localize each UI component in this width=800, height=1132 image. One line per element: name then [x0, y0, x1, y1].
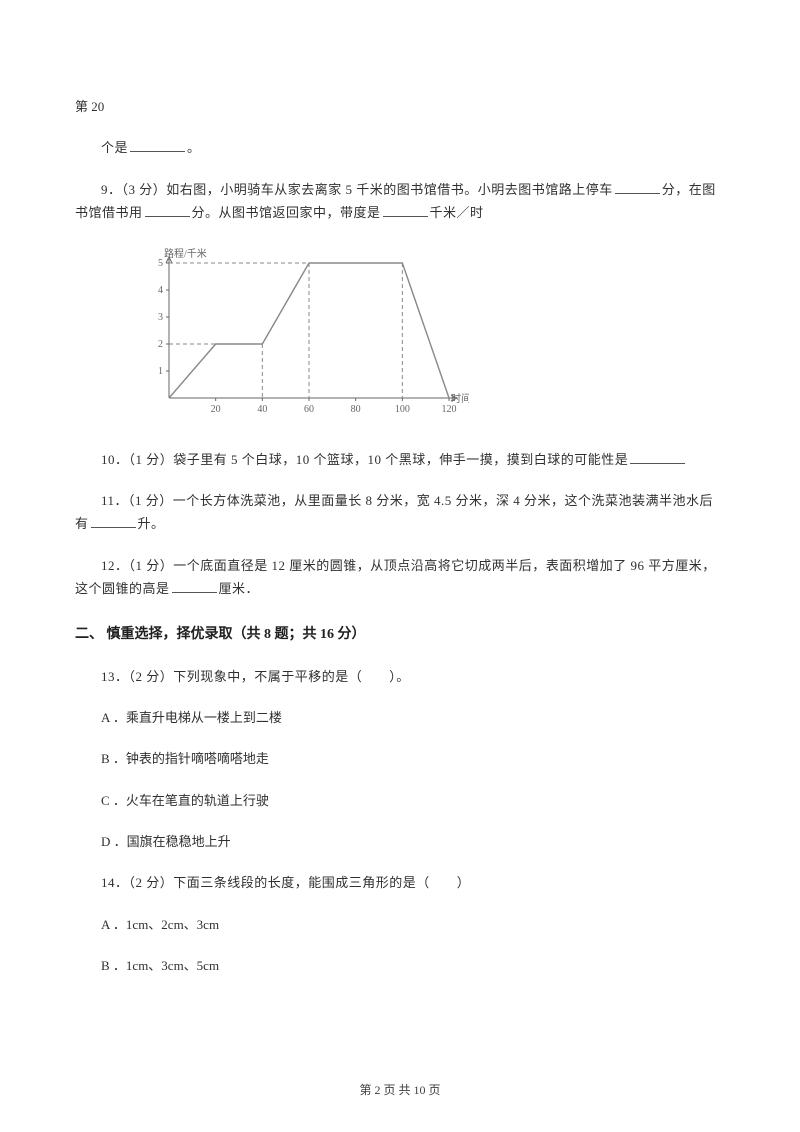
q12-part2: 厘米．	[219, 581, 260, 596]
q13-option-b[interactable]: B ．钟表的指针嘀嗒嘀嗒地走	[75, 747, 725, 770]
chart-svg: 路程/千米时间/分1234520406080100120	[129, 243, 469, 423]
q8-blank[interactable]	[130, 138, 185, 152]
q13-option-a[interactable]: A ．乘直升电梯从一楼上到二楼	[75, 706, 725, 729]
svg-text:80: 80	[351, 404, 361, 415]
q13-stem: 13．（2 分）下列现象中，不属于平移的是（ ）。	[75, 665, 725, 688]
q10-part1: 10．（1 分）袋子里有 5 个白球，10 个篮球，10 个黑球，伸手一摸，摸到…	[101, 452, 628, 467]
q9-part1: 9．（3 分）如右图，小明骑车从家去离家 5 千米的图书馆借书。小明去图书馆路上…	[101, 182, 613, 197]
svg-text:60: 60	[304, 404, 314, 415]
q9-part3: 分。从图书馆返回家中，带度是	[192, 205, 381, 220]
svg-text:20: 20	[211, 404, 221, 415]
svg-text:4: 4	[158, 285, 163, 296]
q14-option-b[interactable]: B ．1cm、3cm、5cm	[75, 954, 725, 977]
svg-text:1: 1	[158, 366, 163, 377]
q13-option-c[interactable]: C ．火车在笔直的轨道上行驶	[75, 789, 725, 812]
q11: 11．（1 分）一个长方体洗菜池，从里面量长 8 分米，宽 4.5 分米，深 4…	[75, 489, 725, 536]
svg-text:3: 3	[158, 312, 163, 323]
page-footer: 第 2 页 共 10 页	[0, 1081, 800, 1098]
svg-text:100: 100	[395, 404, 410, 415]
q10-blank[interactable]	[630, 450, 685, 464]
q9-blank3[interactable]	[383, 203, 428, 217]
q9: 9．（3 分）如右图，小明骑车从家去离家 5 千米的图书馆借书。小明去图书馆路上…	[75, 178, 725, 225]
q8-cont-text: 个是	[101, 140, 128, 155]
svg-text:路程/千米: 路程/千米	[164, 247, 207, 260]
svg-text:2: 2	[158, 339, 163, 350]
svg-text:5: 5	[158, 258, 163, 269]
q12-blank[interactable]	[172, 579, 217, 593]
q14-option-a[interactable]: A ．1cm、2cm、3cm	[75, 913, 725, 936]
q14-stem: 14．（2 分）下面三条线段的长度，能围成三角形的是（ ）	[75, 871, 725, 894]
q11-part1: 11．（1 分）一个长方体洗菜池，从里面量长 8 分米，宽 4.5 分米，深 4…	[75, 493, 713, 531]
q13-option-d[interactable]: D ．国旗在稳稳地上升	[75, 830, 725, 853]
q12: 12．（1 分）一个底面直径是 12 厘米的圆锥，从顶点沿高将它切成两半后，表面…	[75, 554, 725, 601]
q9-part4: 千米／时	[430, 205, 484, 220]
q11-blank[interactable]	[91, 514, 136, 528]
svg-text:120: 120	[442, 404, 457, 415]
q10: 10．（1 分）袋子里有 5 个白球，10 个篮球，10 个黑球，伸手一摸，摸到…	[75, 448, 725, 471]
svg-text:40: 40	[257, 404, 267, 415]
q9-blank1[interactable]	[615, 180, 660, 194]
q8-continuation: 个是 。	[75, 136, 725, 159]
q8-prefix: 第 20	[75, 95, 725, 118]
q8-suffix: 。	[187, 140, 201, 155]
line-chart: 路程/千米时间/分1234520406080100120	[129, 243, 725, 428]
section-2-heading: 二、 慎重选择，择优录取（共 8 题；共 16 分）	[75, 623, 725, 643]
q11-part2: 升。	[138, 516, 165, 531]
q9-blank2[interactable]	[145, 203, 190, 217]
